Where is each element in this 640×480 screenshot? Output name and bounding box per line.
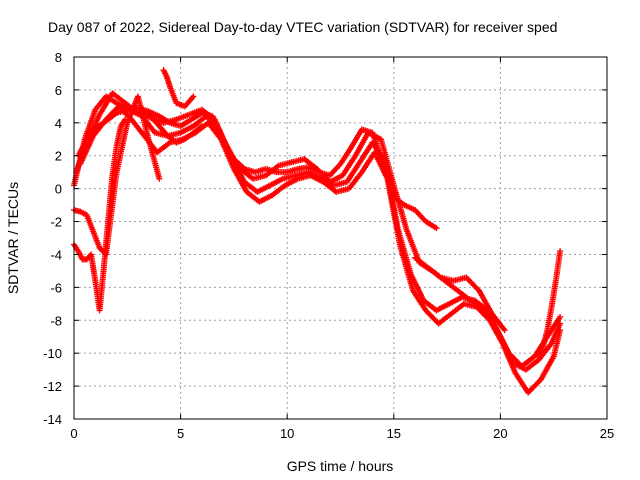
series-track-4 (77, 103, 564, 396)
y-tick-label: -4 (50, 247, 62, 262)
y-tick-label: 4 (55, 116, 62, 131)
series-track-9 (412, 254, 508, 334)
y-tick-label: -6 (50, 280, 62, 295)
y-tick-label: -10 (43, 346, 62, 361)
x-tick-label: 0 (70, 426, 77, 441)
data-point (198, 123, 205, 130)
y-tick-label: -14 (43, 412, 62, 427)
data-point (156, 175, 163, 182)
y-tick-label: 0 (55, 182, 62, 197)
x-tick-label: 25 (600, 426, 614, 441)
data-point (557, 248, 564, 255)
y-tick-label: 8 (55, 50, 62, 65)
series-track-8 (139, 106, 205, 146)
y-tick-label: 6 (55, 83, 62, 98)
x-tick-label: 5 (177, 426, 184, 441)
series-track-7 (160, 67, 197, 110)
data-point (190, 93, 197, 100)
data-points (71, 67, 564, 396)
x-tick-label: 10 (280, 426, 294, 441)
series-track-10 (535, 248, 564, 363)
axis-ticks: 0 5 10 15 20 25 -14 -12 -10 -8 -6 -4 -2 0 2 4 6 8 (43, 50, 614, 441)
x-axis-label: GPS time / hours (287, 458, 394, 474)
plot-frame (73, 56, 608, 420)
x-tick-label: 20 (493, 426, 507, 441)
y-tick-label: -12 (43, 379, 62, 394)
data-point (557, 313, 564, 320)
series-track-6 (71, 116, 129, 314)
series-track-5 (71, 93, 163, 258)
data-point (433, 225, 440, 232)
data-point (557, 327, 564, 334)
y-tick-label: 2 (55, 149, 62, 164)
y-axis-label: SDTVAR / TECUs (5, 182, 21, 294)
chart-title: Day 087 of 2022, Sidereal Day-to-day VTE… (48, 19, 557, 35)
data-point (557, 320, 564, 327)
y-tick-label: -8 (50, 313, 62, 328)
data-point (501, 327, 508, 334)
x-tick-label: 15 (387, 426, 401, 441)
data-point (122, 116, 129, 123)
y-tick-label: -2 (50, 215, 62, 230)
